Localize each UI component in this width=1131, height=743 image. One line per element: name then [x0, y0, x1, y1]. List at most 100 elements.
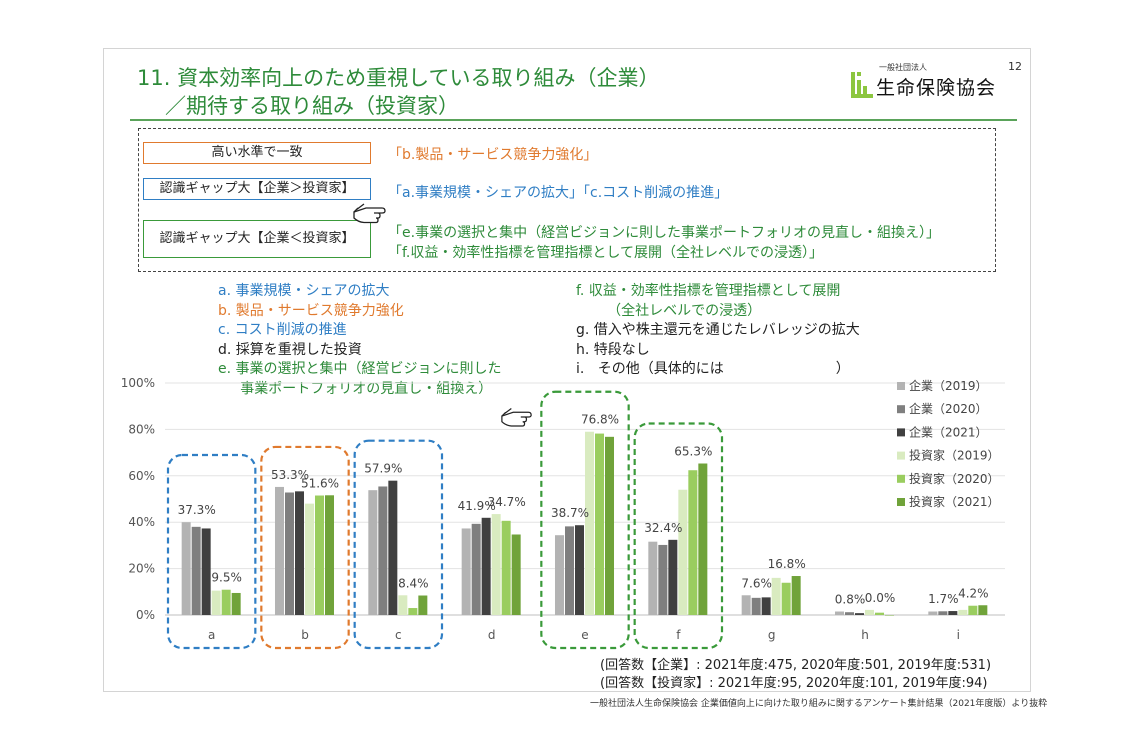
logo-name: 生命保険協会 — [876, 77, 997, 99]
list-item: （全社レベルでの浸透） — [576, 302, 762, 319]
highlight-box-e — [540, 390, 630, 650]
bar-h-2 — [855, 613, 864, 615]
bar-g-3 — [771, 577, 781, 615]
bar-g-1 — [751, 597, 761, 615]
x-tick-label: d — [488, 628, 496, 642]
highlight-box-b — [260, 445, 350, 650]
legend-label: 企業（2020） — [909, 401, 988, 416]
summary-label-match: 高い水準で一致 — [143, 142, 371, 164]
highlight-box-c — [353, 439, 444, 650]
bar-h-5 — [885, 615, 894, 616]
data-label: 76.8% — [581, 413, 619, 427]
logo-mark-icon — [851, 72, 873, 98]
bar-c-0 — [368, 490, 378, 615]
x-tick-label: a — [208, 628, 215, 642]
bar-c-4 — [408, 608, 418, 615]
bar-b-4 — [315, 495, 324, 615]
data-label: 4.2% — [958, 586, 989, 600]
y-tick-label: 0% — [136, 608, 155, 622]
bar-e-5 — [605, 436, 614, 615]
legend-label: 投資家（2019） — [909, 448, 1000, 463]
data-label: 34.7% — [488, 495, 526, 509]
bar-e-1 — [565, 526, 574, 615]
y-tick-label: 20% — [128, 562, 155, 576]
bar-d-4 — [501, 520, 511, 615]
data-label: 1.7% — [928, 592, 959, 606]
bar-g-5 — [791, 576, 801, 615]
logo: 一般社団法人 生命保険協会 — [851, 62, 1011, 102]
bar-h-1 — [845, 612, 854, 615]
bar-d-5 — [511, 534, 521, 615]
data-label: 9.5% — [211, 571, 242, 585]
data-label: 7.6% — [741, 576, 772, 590]
bar-h-4 — [875, 612, 884, 615]
y-tick-label: 100% — [121, 376, 155, 390]
item-list-left: a. 事業規模・シェアの拡大 b. 製品・サービス競争力強化 c. コスト削減の… — [218, 282, 502, 399]
bar-a-0 — [181, 522, 191, 615]
bar-i-2 — [948, 611, 958, 615]
data-label: 0.0% — [865, 591, 896, 605]
bar-a-2 — [201, 528, 211, 615]
list-item: a. 事業規模・シェアの拡大 — [218, 283, 390, 299]
pointing-hand-icon — [501, 408, 532, 427]
legend-swatch — [897, 382, 905, 390]
x-tick-label: c — [395, 628, 402, 642]
data-label: 32.4% — [644, 521, 682, 535]
bar-d-0 — [461, 528, 471, 615]
bar-i-5 — [978, 605, 988, 615]
summary-text-gap-investor-2: 「f.収益・効率性指標を管理指標として展開（全社レベルでの浸透）」 — [388, 245, 823, 261]
bar-c-2 — [388, 480, 398, 615]
summary-box — [138, 128, 996, 272]
x-tick-label: b — [301, 628, 309, 642]
page-number: 12 — [1008, 60, 1022, 73]
bar-c-1 — [378, 486, 388, 615]
bar-f-3 — [678, 489, 688, 615]
footnote-investor: (回答数【投資家】: 2021年度:95, 2020年度:101, 2019年度… — [600, 676, 988, 691]
bar-a-5 — [231, 592, 241, 615]
list-item: d. 採算を重視した投資 — [218, 341, 362, 358]
bar-h-3 — [865, 609, 874, 615]
bar-g-4 — [781, 582, 791, 615]
legend-swatch — [897, 474, 905, 483]
bar-e-0 — [555, 535, 564, 615]
bar-f-2 — [668, 539, 678, 615]
bar-d-1 — [471, 523, 481, 615]
x-tick-label: e — [581, 628, 588, 642]
list-item: 事業ポートフォリオの見直し・組換え） — [218, 380, 493, 397]
data-label: 37.3% — [178, 503, 216, 517]
y-tick-label: 60% — [128, 469, 155, 483]
x-tick-label: i — [957, 628, 960, 642]
list-item: b. 製品・サービス競争力強化 — [218, 302, 404, 319]
y-tick-label: 80% — [128, 422, 155, 436]
summary-label-gap-company: 認識ギャップ大【企業＞投資家】 — [143, 178, 371, 200]
list-item: c. コスト削減の推進 — [218, 322, 347, 338]
legend-swatch — [897, 428, 905, 437]
item-list-right: f. 収益・効率性指標を管理指標として展開 （全社レベルでの浸透） g. 借入や… — [576, 282, 860, 380]
bar-f-5 — [698, 463, 708, 615]
logo-subtitle: 一般社団法人 — [879, 63, 927, 72]
data-label: 65.3% — [674, 445, 712, 459]
data-label: 53.3% — [271, 468, 309, 482]
page-title: 11. 資本効率向上のため重視している取り組み（企業） ／期待する取り組み（投資… — [137, 66, 660, 118]
bar-b-0 — [275, 486, 284, 615]
bar-e-3 — [585, 431, 594, 615]
data-label: 51.6% — [301, 476, 339, 490]
bar-i-3 — [958, 609, 968, 615]
data-label: 57.9% — [364, 462, 402, 476]
bar-h-0 — [835, 611, 844, 615]
bar-i-0 — [928, 611, 938, 615]
legend-label: 投資家（2020） — [909, 471, 1000, 486]
list-item: g. 借入や株主還元を通じたレバレッジの拡大 — [576, 322, 860, 338]
data-label: 16.8% — [768, 557, 806, 571]
bar-f-1 — [658, 544, 668, 615]
bar-d-3 — [491, 514, 501, 615]
source-note: 一般社団法人生命保険協会 企業価値向上に向けた取り組みに関するアンケート集計結果… — [590, 699, 1048, 709]
bar-e-2 — [575, 525, 584, 615]
legend-label: 投資家（2021） — [909, 494, 1000, 509]
bar-c-5 — [418, 595, 428, 615]
x-tick-label: g — [768, 628, 776, 642]
bar-c-3 — [398, 595, 408, 615]
summary-text-match: 「b.製品・サービス競争力強化」 — [388, 147, 598, 163]
legend-label: 企業（2019） — [909, 378, 988, 393]
